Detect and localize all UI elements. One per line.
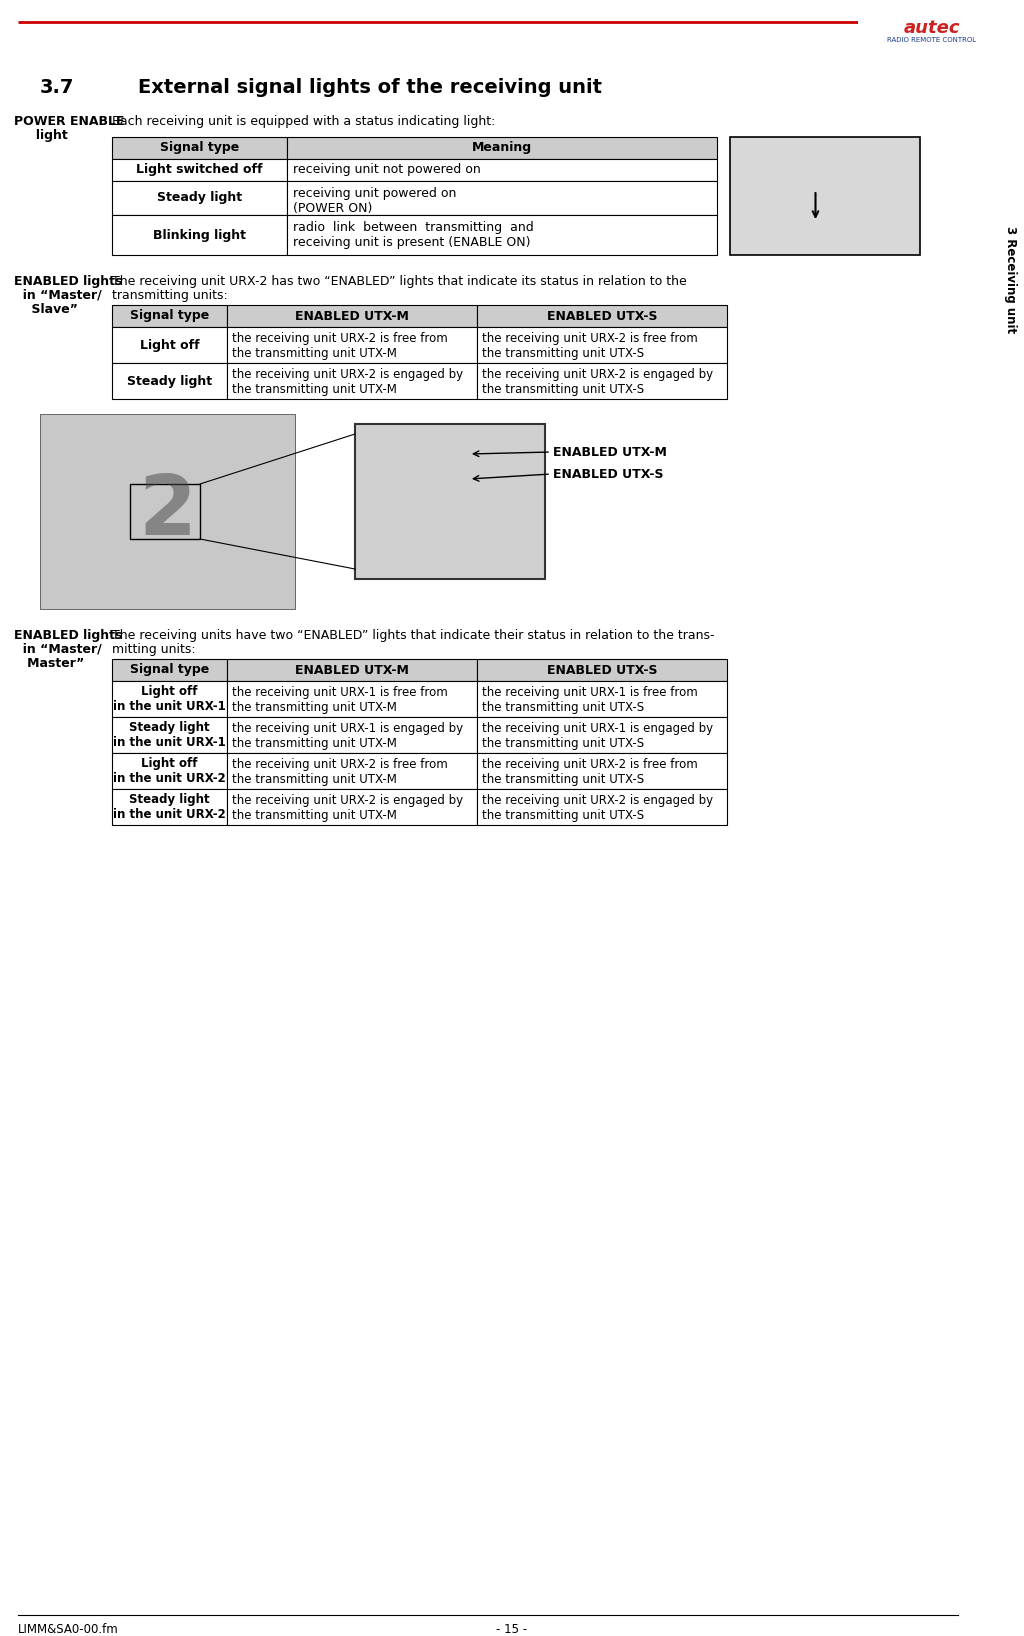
Text: the receiving unit URX-2 is engaged by
the transmitting unit UTX-S: the receiving unit URX-2 is engaged by t…	[482, 793, 713, 821]
Text: ENABLED UTX-M: ENABLED UTX-M	[553, 445, 667, 458]
Text: Signal type: Signal type	[130, 309, 209, 322]
Text: ENABLED UTX-S: ENABLED UTX-S	[547, 309, 657, 322]
Bar	[112, 363, 227, 399]
Text: the receiving unit URX-2 is free from
the transmitting unit UTX-M: the receiving unit URX-2 is free from th…	[232, 757, 447, 785]
Bar	[477, 327, 727, 363]
Text: ENABLED lights: ENABLED lights	[14, 275, 123, 288]
Bar	[477, 304, 727, 327]
Text: ENABLED UTX-M: ENABLED UTX-M	[295, 309, 409, 322]
Bar	[227, 659, 477, 681]
Bar	[112, 681, 227, 717]
Text: in “Master/: in “Master/	[14, 643, 101, 656]
Bar	[227, 717, 477, 753]
Text: ENABLED UTX-S: ENABLED UTX-S	[553, 468, 664, 481]
Text: Master”: Master”	[14, 658, 84, 671]
Text: Meaning: Meaning	[472, 141, 532, 154]
Text: RADIO REMOTE CONTROL: RADIO REMOTE CONTROL	[888, 38, 977, 43]
Text: 3 Receiving unit: 3 Receiving unit	[1004, 226, 1017, 334]
Bar	[227, 363, 477, 399]
Text: radio  link  between  transmitting  and
receiving unit is present (ENABLE ON): radio link between transmitting and rece…	[293, 221, 534, 249]
Bar	[287, 182, 717, 214]
Text: the receiving unit URX-1 is free from
the transmitting unit UTX-M: the receiving unit URX-1 is free from th…	[232, 685, 447, 713]
Text: the receiving unit URX-2 is free from
the transmitting unit UTX-S: the receiving unit URX-2 is free from th…	[482, 757, 697, 785]
Bar	[730, 137, 920, 255]
Text: Blinking light: Blinking light	[153, 229, 246, 242]
Bar	[287, 214, 717, 255]
Bar	[477, 789, 727, 825]
Bar	[112, 304, 227, 327]
Text: Light off
in the unit URX-2: Light off in the unit URX-2	[113, 757, 226, 785]
Text: Signal type: Signal type	[130, 664, 209, 677]
Text: the receiving unit URX-2 is free from
the transmitting unit UTX-M: the receiving unit URX-2 is free from th…	[232, 332, 447, 360]
Text: Light off
in the unit URX-1: Light off in the unit URX-1	[113, 685, 226, 713]
Bar	[112, 137, 287, 159]
Text: External signal lights of the receiving unit: External signal lights of the receiving …	[138, 79, 602, 97]
Bar	[477, 363, 727, 399]
Bar	[112, 753, 227, 789]
Bar	[112, 159, 287, 182]
Text: Each receiving unit is equipped with a status indicating light:: Each receiving unit is equipped with a s…	[112, 115, 496, 128]
Bar	[112, 214, 287, 255]
Bar	[477, 753, 727, 789]
Bar	[227, 327, 477, 363]
Text: in “Master/: in “Master/	[14, 290, 101, 303]
Text: the receiving unit URX-1 is free from
the transmitting unit UTX-S: the receiving unit URX-1 is free from th…	[482, 685, 697, 713]
Bar	[40, 414, 295, 609]
Text: Signal type: Signal type	[160, 141, 240, 154]
Text: the receiving unit URX-2 is free from
the transmitting unit UTX-S: the receiving unit URX-2 is free from th…	[482, 332, 697, 360]
Text: the receiving unit URX-2 is engaged by
the transmitting unit UTX-S: the receiving unit URX-2 is engaged by t…	[482, 368, 713, 396]
Bar	[227, 789, 477, 825]
Bar	[227, 304, 477, 327]
Text: The receiving units have two “ENABLED” lights that indicate their status in rela: The receiving units have two “ENABLED” l…	[112, 628, 715, 641]
Text: - 15 -: - 15 -	[497, 1623, 527, 1636]
Text: The receiving unit URX-2 has two “ENABLED” lights that indicate its status in re: The receiving unit URX-2 has two “ENABLE…	[112, 275, 687, 288]
Bar	[227, 681, 477, 717]
Text: autec: autec	[904, 20, 961, 38]
Text: Slave”: Slave”	[14, 303, 78, 316]
Bar	[858, 3, 1006, 56]
Text: receiving unit powered on
(POWER ON): receiving unit powered on (POWER ON)	[293, 187, 457, 214]
Text: Steady light: Steady light	[157, 191, 242, 204]
Text: Steady light
in the unit URX-1: Steady light in the unit URX-1	[113, 721, 226, 749]
Text: LIMM&SA0-00.fm: LIMM&SA0-00.fm	[18, 1623, 119, 1636]
Bar	[112, 789, 227, 825]
Text: ENABLED UTX-S: ENABLED UTX-S	[547, 664, 657, 677]
Text: 2: 2	[138, 471, 197, 551]
Bar	[112, 182, 287, 214]
Bar	[287, 137, 717, 159]
Bar	[130, 484, 200, 538]
Bar	[112, 659, 227, 681]
Text: the receiving unit URX-2 is engaged by
the transmitting unit UTX-M: the receiving unit URX-2 is engaged by t…	[232, 793, 463, 821]
Text: receiving unit not powered on: receiving unit not powered on	[293, 164, 480, 177]
Text: Steady light
in the unit URX-2: Steady light in the unit URX-2	[113, 793, 226, 821]
Bar	[477, 659, 727, 681]
Bar	[477, 717, 727, 753]
Text: Light off: Light off	[139, 339, 200, 352]
Text: mitting units:: mitting units:	[112, 643, 196, 656]
Bar	[227, 753, 477, 789]
Bar	[112, 717, 227, 753]
Text: light: light	[14, 129, 68, 142]
Bar	[355, 424, 545, 579]
Bar	[287, 159, 717, 182]
Text: the receiving unit URX-2 is engaged by
the transmitting unit UTX-M: the receiving unit URX-2 is engaged by t…	[232, 368, 463, 396]
Text: 3.7: 3.7	[40, 79, 75, 97]
Bar	[477, 681, 727, 717]
Text: POWER ENABLE: POWER ENABLE	[14, 115, 125, 128]
Bar	[112, 327, 227, 363]
Text: Light switched off: Light switched off	[136, 164, 263, 177]
Text: transmitting units:: transmitting units:	[112, 290, 227, 303]
Text: Steady light: Steady light	[127, 375, 212, 388]
Text: the receiving unit URX-1 is engaged by
the transmitting unit UTX-S: the receiving unit URX-1 is engaged by t…	[482, 721, 713, 749]
Text: ENABLED lights: ENABLED lights	[14, 628, 123, 641]
Text: ENABLED UTX-M: ENABLED UTX-M	[295, 664, 409, 677]
Text: the receiving unit URX-1 is engaged by
the transmitting unit UTX-M: the receiving unit URX-1 is engaged by t…	[232, 721, 463, 749]
